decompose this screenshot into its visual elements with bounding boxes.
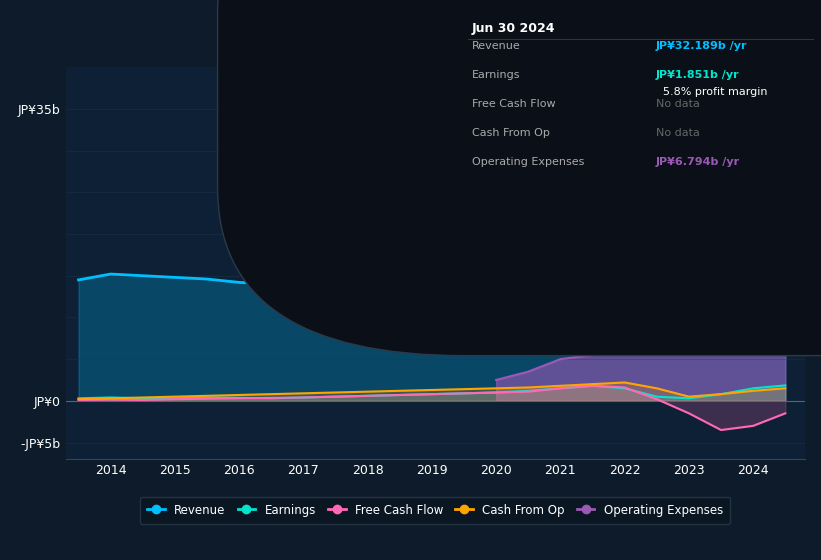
Text: No data: No data	[656, 128, 699, 138]
Text: No data: No data	[656, 99, 699, 109]
Text: JP¥1.851b /yr: JP¥1.851b /yr	[656, 70, 739, 80]
Text: Cash From Op: Cash From Op	[472, 128, 550, 138]
Text: Jun 30 2024: Jun 30 2024	[472, 22, 556, 35]
Legend: Revenue, Earnings, Free Cash Flow, Cash From Op, Operating Expenses: Revenue, Earnings, Free Cash Flow, Cash …	[140, 497, 730, 524]
Text: Earnings: Earnings	[472, 70, 521, 80]
Text: Revenue: Revenue	[472, 41, 521, 51]
Text: Free Cash Flow: Free Cash Flow	[472, 99, 556, 109]
Text: JP¥6.794b /yr: JP¥6.794b /yr	[656, 157, 740, 166]
Text: JP¥32.189b /yr: JP¥32.189b /yr	[656, 41, 747, 51]
Text: 5.8% profit margin: 5.8% profit margin	[656, 87, 767, 97]
Text: Operating Expenses: Operating Expenses	[472, 157, 585, 166]
